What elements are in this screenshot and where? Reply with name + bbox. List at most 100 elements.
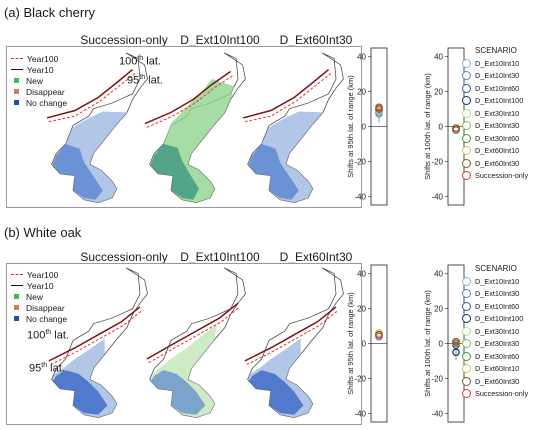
scenario-item-10: Succession-only	[462, 388, 528, 401]
map-svg-b	[48, 267, 344, 418]
y-tick-label: -20	[354, 157, 366, 166]
map-legend-a: Year100 Year10 New Disappear No change	[11, 53, 67, 108]
circle-marker-icon	[462, 96, 471, 106]
y-tick-label: 0	[362, 123, 367, 132]
square-swatch	[14, 294, 19, 299]
scenario-item-5: D_Ext30Int10	[462, 107, 528, 120]
map-a2	[144, 52, 246, 203]
map-a1	[46, 52, 148, 203]
legend-label: New	[26, 75, 44, 86]
legend-item-year100: Year100	[11, 53, 67, 64]
scenario-legend-b: SCENARIO D_Ext10Int10 D_Ext10Int30 D_Ext…	[462, 264, 528, 400]
map-a3	[242, 52, 344, 203]
scenario-item-6: D_Ext30Int30	[462, 338, 528, 351]
range-fill-dense	[52, 144, 103, 200]
scenario-item-5: D_Ext30Int10	[462, 325, 528, 338]
scenario-item-8: D_Ext60Int10	[462, 145, 528, 158]
square-swatch	[14, 89, 19, 94]
legend-label: Disappear	[26, 86, 65, 97]
year100-line	[146, 74, 234, 128]
y-tick-label: -40	[354, 409, 366, 418]
map-title-a2: D_Ext10Int100	[180, 33, 260, 47]
range-fill-dense	[248, 144, 299, 200]
solid-line-swatch	[11, 69, 23, 70]
map-title-b1: Succession-only	[80, 250, 168, 264]
scenario-item-2: D_Ext10Int30	[462, 288, 528, 301]
strip-plot-layer: -40 -20 0 20 40 Shifts at 95th lat. of range …	[346, 47, 465, 423]
data-point	[452, 337, 460, 346]
scenario-item-8: D_Ext60Int10	[462, 363, 528, 376]
circle-marker-icon	[462, 339, 471, 349]
scenario-item-3: D_Ext10Int60	[462, 300, 528, 313]
data-point	[452, 124, 460, 133]
scenario-item-9: D_Ext60Int30	[462, 157, 528, 170]
year100-line	[244, 72, 332, 123]
y-tick-label: 20	[357, 305, 366, 314]
legend-item-new: New	[11, 291, 67, 302]
scenario-item-2: D_Ext10Int30	[462, 70, 528, 83]
scenario-item-4: D_Ext10Int100	[462, 95, 528, 108]
year100-line	[48, 72, 136, 123]
map-title-a1: Succession-only	[80, 33, 168, 47]
year10-line	[46, 69, 134, 119]
legend-item-disappear: Disappear	[11, 86, 67, 97]
dashed-line-swatch	[11, 274, 23, 275]
lat-label-95-b: 95th lat.	[29, 362, 65, 375]
square-swatch	[14, 305, 19, 310]
data-point	[375, 105, 383, 113]
legend-item-year10: Year10	[11, 280, 67, 291]
circle-marker-icon	[462, 171, 471, 181]
range-fill	[52, 111, 127, 203]
circle-marker-icon	[462, 326, 471, 336]
legend-label: Year100	[27, 53, 59, 64]
map-b3	[244, 267, 344, 418]
legend-item-year100: Year100	[11, 269, 67, 280]
y-tick-label: 40	[357, 270, 366, 279]
year10-line	[48, 306, 141, 362]
map-title-b3: D_Ext60Int30	[279, 250, 353, 264]
legend-item-disappear: Disappear	[11, 302, 67, 313]
y-tick-label: -40	[354, 192, 366, 201]
circle-marker-icon	[462, 121, 471, 131]
y-axis-label: Shifts at 95th lat. of range (km)	[346, 292, 355, 395]
lat-label-95-a: 95th lat.	[127, 74, 163, 87]
scenario-item-3: D_Ext10Int60	[462, 82, 528, 95]
map-svg-a	[46, 52, 344, 203]
circle-marker-icon	[462, 276, 471, 286]
y-axis-label: Shifts at 95th lat. of range (km)	[346, 75, 355, 178]
dashed-line-swatch	[11, 58, 23, 59]
map-panel-a: Year100 Year10 New Disappear No change 1…	[6, 46, 362, 208]
circle-marker-icon	[462, 351, 471, 361]
range-fill-dense	[150, 144, 199, 200]
circle-marker-icon	[462, 83, 471, 93]
year10-line	[244, 306, 337, 362]
y-tick-label: 20	[357, 88, 366, 97]
scenario-item-1: D_Ext10Int10	[462, 275, 528, 288]
y-axis-label: Shifts at 100th lat. of range (km)	[423, 73, 432, 180]
scenario-item-9: D_Ext60Int30	[462, 375, 528, 388]
y-tick-label: 0	[362, 340, 367, 349]
map-panel-b: Year100 Year10 New Disappear No change 1…	[6, 263, 362, 425]
circle-marker-icon	[462, 314, 471, 324]
y-tick-label: 20	[434, 305, 443, 314]
panel-a-title: (a) Black cherry	[4, 5, 96, 20]
y-tick-label: 40	[357, 53, 366, 62]
scenario-item-6: D_Ext30Int30	[462, 120, 528, 133]
legend-label: New	[26, 291, 44, 302]
legend-item-no-change: No change	[11, 97, 67, 108]
legend-label: Year10	[27, 64, 54, 75]
circle-marker-icon	[462, 133, 471, 143]
circle-marker-icon	[462, 146, 471, 156]
year100-line	[50, 310, 143, 366]
circle-marker-icon	[462, 301, 471, 311]
y-tick-label: -20	[431, 157, 443, 166]
range-fill-dense	[150, 370, 206, 415]
legend-label: Year10	[27, 280, 54, 291]
circle-marker-icon	[462, 71, 471, 81]
solid-line-swatch	[11, 285, 23, 286]
circle-marker-icon	[462, 376, 471, 386]
data-point	[375, 330, 383, 339]
legend-item-year10: Year10	[11, 64, 67, 75]
scenario-legend-title: SCENARIO	[475, 46, 517, 55]
lat-label-100-b: 100th lat.	[27, 329, 69, 342]
